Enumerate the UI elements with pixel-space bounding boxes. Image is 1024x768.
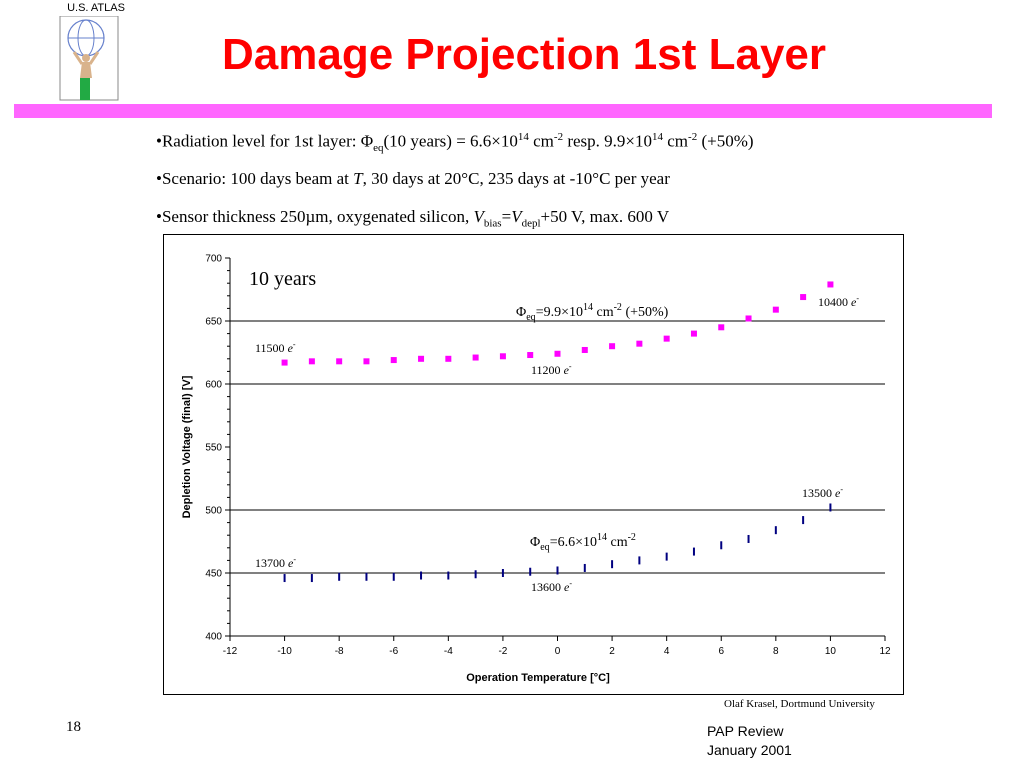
x-tick-label: -10 bbox=[277, 646, 292, 657]
data-point-dash bbox=[392, 572, 395, 581]
data-point-dash bbox=[283, 574, 286, 583]
upper-right-electrons-label: 10400 e- bbox=[818, 294, 859, 309]
data-point-dash bbox=[310, 574, 313, 583]
data-point-square bbox=[609, 343, 616, 350]
x-tick-label: -4 bbox=[444, 646, 453, 657]
y-tick-label: 400 bbox=[205, 632, 222, 643]
y-tick-label: 500 bbox=[205, 506, 222, 517]
y-tick-label: 650 bbox=[205, 317, 222, 328]
data-points bbox=[281, 281, 834, 583]
data-point-square bbox=[499, 353, 506, 360]
data-point-square bbox=[363, 358, 370, 365]
data-point-square bbox=[772, 306, 779, 313]
data-point-square bbox=[472, 354, 479, 361]
atlas-figure-icon bbox=[59, 16, 119, 101]
footer-line-2: January 2001 bbox=[707, 742, 792, 758]
x-tick-label: 10 bbox=[825, 646, 837, 657]
data-point-square bbox=[281, 359, 288, 366]
data-point-square bbox=[636, 340, 643, 347]
data-point-square bbox=[308, 358, 315, 365]
y-tick-label: 450 bbox=[205, 569, 222, 580]
depletion-voltage-chart: 400 450 500 550 600 650 700 -12 -10 -8 -6 -4 -2 0 2 4 6… bbox=[181, 254, 891, 685]
data-point-dash bbox=[420, 571, 423, 580]
page-number: 18 bbox=[66, 719, 81, 735]
data-point-dash bbox=[692, 547, 695, 556]
x-tick-labels: -12 -10 -8 -6 -4 -2 0 2 4 6 8 10 12 bbox=[223, 646, 891, 657]
data-point-square bbox=[527, 352, 534, 359]
lower-flux-label: Φeq=6.6×1014 cm-2 bbox=[530, 532, 636, 553]
bullet-list: •Radiation level for 1st layer: Φeq(10 y… bbox=[156, 131, 1006, 245]
data-point-dash bbox=[747, 534, 750, 543]
bullet-sensor-thickness: •Sensor thickness 250µm, oxygenated sili… bbox=[156, 207, 670, 230]
data-point-dash bbox=[665, 552, 668, 561]
x-tick-label: -6 bbox=[389, 646, 398, 657]
y-axis-title: Depletion Voltage (final) [V] bbox=[181, 375, 193, 518]
footer-info: PAP Review January 2001 bbox=[707, 722, 792, 760]
data-point-dash bbox=[611, 560, 614, 569]
lower-mid-electrons-label: 13600 e- bbox=[531, 579, 572, 594]
data-point-dash bbox=[583, 563, 586, 572]
upper-left-electrons-label: 11500 e- bbox=[255, 340, 296, 355]
chart-frame: 400 450 500 550 600 650 700 -12 -10 -8 -6 -4 -2 0 2 4 6… bbox=[163, 234, 904, 695]
y-tick-label: 600 bbox=[205, 380, 222, 391]
data-point-dash bbox=[529, 567, 532, 576]
data-point-dash bbox=[365, 572, 368, 581]
atlas-logo: U.S. ATLAS bbox=[56, 2, 136, 102]
data-point-square bbox=[663, 335, 670, 342]
data-point-dash bbox=[638, 556, 641, 565]
x-tick-label: 4 bbox=[664, 646, 670, 657]
data-point-square bbox=[554, 350, 561, 357]
x-tick-label: 8 bbox=[773, 646, 779, 657]
axes bbox=[225, 257, 886, 641]
x-tick-label: -2 bbox=[498, 646, 507, 657]
data-point-dash bbox=[829, 503, 832, 512]
lower-right-electrons-label: 13500 e- bbox=[802, 485, 843, 500]
upper-mid-electrons-label: 11200 e- bbox=[531, 362, 572, 377]
data-point-dash bbox=[774, 526, 777, 535]
footer-line-1: PAP Review bbox=[707, 723, 784, 739]
data-point-dash bbox=[556, 566, 559, 575]
data-point-square bbox=[745, 315, 752, 322]
y-tick-label: 700 bbox=[205, 254, 222, 265]
data-point-square bbox=[336, 358, 343, 365]
data-point-dash bbox=[802, 516, 805, 525]
data-point-square bbox=[827, 281, 834, 288]
slide-title: Damage Projection 1st Layer bbox=[222, 30, 827, 79]
x-tick-label: 6 bbox=[718, 646, 724, 657]
data-point-dash bbox=[338, 572, 341, 581]
x-axis-title: Operation Temperature [°C] bbox=[466, 672, 610, 684]
y-tick-label: 550 bbox=[205, 443, 222, 454]
x-tick-label: -12 bbox=[223, 646, 238, 657]
logo-text: U.S. ATLAS bbox=[67, 2, 125, 14]
data-point-dash bbox=[501, 569, 504, 577]
data-point-square bbox=[800, 294, 807, 301]
data-point-square bbox=[390, 357, 397, 364]
data-point-square bbox=[418, 355, 425, 362]
x-tick-label: 0 bbox=[555, 646, 561, 657]
data-point-square bbox=[581, 346, 588, 353]
data-point-square bbox=[690, 330, 697, 337]
lower-left-electrons-label: 13700 e- bbox=[255, 555, 296, 570]
inset-label: 10 years bbox=[249, 268, 316, 290]
y-tick-labels: 400 450 500 550 600 650 700 bbox=[205, 254, 222, 643]
data-point-dash bbox=[447, 571, 450, 580]
data-point-dash bbox=[720, 541, 723, 550]
x-tick-label: -8 bbox=[335, 646, 344, 657]
data-point-dash bbox=[474, 570, 477, 579]
bullet-scenario: •Scenario: 100 days beam at T, 30 days a… bbox=[156, 169, 670, 188]
data-point-square bbox=[718, 324, 725, 331]
x-tick-label: 12 bbox=[879, 646, 891, 657]
bullet-radiation-level: •Radiation level for 1st layer: Φeq(10 y… bbox=[156, 131, 754, 155]
data-point-square bbox=[445, 355, 452, 362]
title-underline bbox=[14, 104, 992, 118]
upper-flux-label: Φeq=9.9×1014 cm-2 (+50%) bbox=[516, 302, 669, 323]
credit-text: Olaf Krasel, Dortmund University bbox=[724, 698, 875, 710]
x-tick-label: 2 bbox=[609, 646, 615, 657]
